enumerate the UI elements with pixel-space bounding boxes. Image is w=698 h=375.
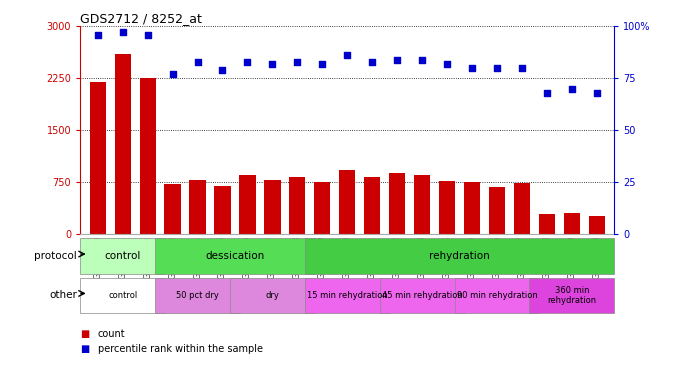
Point [167, 71, 178, 77]
Bar [339, 170, 355, 234]
Bar [314, 182, 330, 234]
Text: ■: ■ [80, 344, 89, 354]
Bar [155, 238, 315, 274]
Bar [80, 278, 165, 313]
Point [591, 90, 602, 96]
Point [217, 67, 228, 73]
Bar [439, 181, 455, 234]
Bar [265, 180, 281, 234]
Point [142, 32, 154, 38]
Text: protocol: protocol [34, 251, 77, 261]
Bar [454, 278, 540, 313]
Bar [80, 238, 165, 274]
Bar [230, 278, 315, 313]
Point [267, 61, 278, 67]
Text: percentile rank within the sample: percentile rank within the sample [98, 344, 262, 354]
Bar [155, 278, 240, 313]
Point [342, 53, 353, 58]
Point [192, 58, 203, 64]
Text: 360 min
rehydration: 360 min rehydration [547, 286, 596, 305]
Text: control: control [105, 251, 141, 261]
Bar [564, 213, 580, 234]
Point [392, 57, 403, 63]
Point [541, 90, 552, 96]
Text: other: other [49, 290, 77, 300]
Bar [165, 184, 181, 234]
Bar [529, 278, 614, 313]
Text: 90 min rehydration: 90 min rehydration [456, 291, 537, 300]
Bar [189, 180, 206, 234]
Bar [514, 183, 530, 234]
Bar [364, 177, 380, 234]
Point [366, 58, 378, 64]
Point [517, 65, 528, 71]
Bar [305, 278, 389, 313]
Bar [114, 54, 131, 234]
Point [417, 57, 428, 63]
Text: GDS2712 / 8252_at: GDS2712 / 8252_at [80, 12, 202, 25]
Point [566, 86, 577, 92]
Text: 45 min rehydration: 45 min rehydration [382, 291, 463, 300]
Bar [588, 216, 605, 234]
Bar [539, 214, 555, 234]
Text: dry: dry [265, 291, 279, 300]
Text: 50 pct dry: 50 pct dry [176, 291, 219, 300]
Point [242, 58, 253, 64]
Bar [464, 182, 480, 234]
Bar [389, 173, 406, 234]
Bar [89, 82, 106, 234]
Bar [305, 238, 614, 274]
Point [117, 30, 128, 36]
Text: 15 min rehydration: 15 min rehydration [307, 291, 387, 300]
Bar [239, 176, 255, 234]
Bar [380, 278, 465, 313]
Point [491, 65, 503, 71]
Point [441, 61, 452, 67]
Point [292, 58, 303, 64]
Point [317, 61, 328, 67]
Text: control: control [108, 291, 138, 300]
Bar [214, 186, 230, 234]
Point [92, 32, 103, 38]
Text: rehydration: rehydration [429, 251, 490, 261]
Point [466, 65, 477, 71]
Bar [414, 175, 430, 234]
Bar [489, 186, 505, 234]
Text: ■: ■ [80, 329, 89, 339]
Text: dessication: dessication [205, 251, 265, 261]
Bar [289, 177, 306, 234]
Bar [140, 78, 156, 234]
Text: count: count [98, 329, 126, 339]
